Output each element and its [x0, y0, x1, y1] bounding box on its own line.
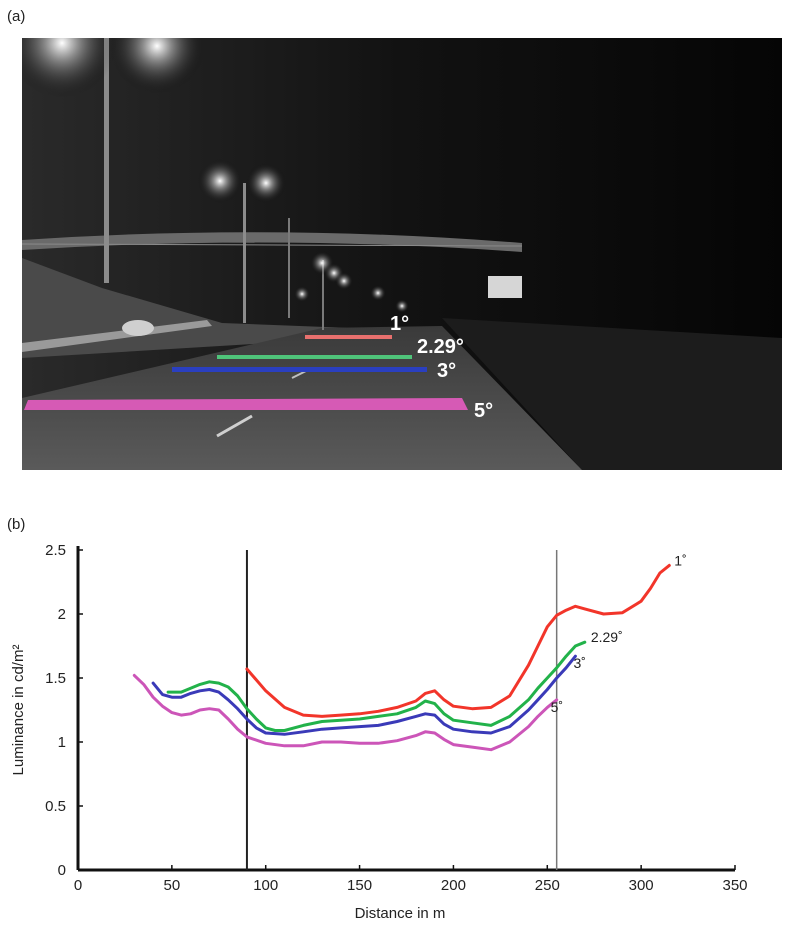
y-tick-label: 2.5 [45, 542, 66, 559]
angle-label-1: 1° [390, 313, 409, 335]
y-tick-label: 0.5 [45, 798, 66, 815]
lamp-glow-2 [109, 38, 205, 94]
x-tick-label: 250 [535, 877, 560, 894]
y-ticks: 0 0.5 1 1.5 2 2.5 [45, 542, 83, 879]
field-line-2-29deg [217, 355, 412, 359]
lamp-glow-10 [395, 299, 409, 313]
panel-label-a: (a) [7, 8, 26, 25]
x-tick-label: 300 [629, 877, 654, 894]
x-tick-label: 350 [722, 877, 747, 894]
luminance-chart: 0 50 100 150 200 250 300 350 0 0.5 1 1.5 2 2.5 1˚ 2.2… [10, 542, 748, 922]
overpass-bridge [22, 232, 522, 252]
series-label: 2.29˚ [591, 629, 623, 645]
series-label: 1˚ [674, 552, 686, 568]
field-line-1deg [305, 335, 392, 339]
lamp-pole-2 [243, 183, 246, 323]
angle-label-2-29: 2.29° [417, 336, 464, 358]
lamp-glow-4 [246, 163, 286, 203]
field-line-5deg [24, 398, 468, 410]
x-tick-label: 150 [347, 877, 372, 894]
x-ticks: 0 50 100 150 200 250 300 350 [74, 865, 748, 894]
y-tick-label: 2 [58, 606, 66, 623]
lamp-glow-3 [198, 159, 242, 203]
lamp-pole-3 [288, 218, 290, 318]
chart-axes [76, 546, 735, 872]
series-label: 3˚ [573, 655, 585, 671]
x-axis-title: Distance in m [355, 905, 446, 922]
lamp-glow-8 [294, 286, 310, 302]
angle-label-3: 3° [437, 360, 456, 382]
series-line [245, 563, 671, 718]
night-road-photo: 1° 2.29° 3° 5° [22, 38, 782, 470]
y-tick-label: 0 [58, 862, 66, 879]
series-line [151, 654, 577, 736]
road-surface [22, 326, 582, 470]
photo-illustration: 1° 2.29° 3° 5° [22, 38, 782, 470]
road-sign [488, 276, 522, 298]
lamp-pole-1 [104, 38, 109, 283]
series-labels: 1˚ 2.29˚ 3˚ 5˚ [551, 552, 687, 714]
series-line [166, 640, 587, 732]
lamp-glow-7 [335, 272, 353, 290]
x-tick-label: 0 [74, 877, 82, 894]
series-line [132, 673, 559, 752]
right-verge [442, 318, 782, 470]
x-tick-label: 200 [441, 877, 466, 894]
guardrail [22, 320, 212, 352]
series-label: 5˚ [551, 699, 563, 715]
y-axis-title: Luminance in cd/m² [10, 645, 27, 776]
angle-label-5: 5° [474, 400, 493, 422]
lamp-glow-1 [22, 38, 117, 98]
x-tick-label: 50 [164, 877, 181, 894]
x-tick-label: 100 [253, 877, 278, 894]
series-lines [132, 563, 671, 752]
parked-car [122, 320, 154, 336]
panel-label-b: (b) [7, 516, 26, 533]
y-tick-label: 1 [58, 734, 66, 751]
y-tick-label: 1.5 [45, 670, 66, 687]
field-line-3deg [172, 367, 427, 372]
lamp-glow-9 [370, 285, 386, 301]
lane-marking [216, 414, 253, 438]
lamp-pole-4 [322, 260, 324, 330]
